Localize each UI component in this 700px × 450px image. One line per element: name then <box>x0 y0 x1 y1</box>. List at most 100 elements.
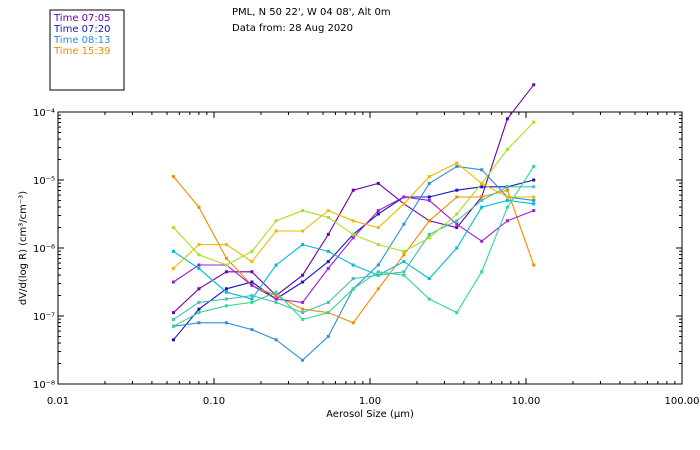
x-axis: 0.01 0.10 1.00 10.00 100.00 <box>47 112 700 407</box>
series-line <box>173 165 534 361</box>
data-point <box>505 198 509 202</box>
data-point <box>455 246 459 250</box>
data-point <box>250 294 254 298</box>
data-point <box>274 300 278 304</box>
data-point <box>250 300 254 304</box>
data-point <box>197 321 201 325</box>
data-point <box>197 311 201 315</box>
data-point <box>197 287 201 291</box>
data-point <box>532 202 536 206</box>
data-point <box>250 260 254 264</box>
x-tick-label: 10.00 <box>512 396 541 407</box>
data-point <box>427 297 431 301</box>
data-point <box>250 297 254 301</box>
data-point <box>351 321 355 325</box>
data-point <box>532 185 536 189</box>
data-point <box>427 198 431 202</box>
data-point <box>250 283 254 287</box>
data-point <box>351 287 355 291</box>
y-axis-label: dV/d(log R) (cm³/cm⁻³) <box>18 191 29 305</box>
data-point <box>505 205 509 209</box>
data-point <box>402 260 406 264</box>
data-point <box>351 277 355 281</box>
data-point <box>197 266 201 270</box>
data-point <box>172 317 175 321</box>
data-point <box>172 226 175 230</box>
series-10 <box>172 161 536 270</box>
data-point <box>376 270 380 274</box>
series-line <box>173 199 534 300</box>
data-point <box>427 181 431 185</box>
data-point <box>532 178 536 182</box>
data-point <box>532 263 536 267</box>
data-point <box>197 307 201 311</box>
data-point <box>402 270 406 274</box>
series-2 <box>172 178 536 342</box>
data-point <box>172 249 175 253</box>
data-point <box>402 222 406 226</box>
y-tick-label: 10⁻⁴ <box>33 108 55 119</box>
data-point <box>224 304 228 308</box>
data-point <box>301 307 305 311</box>
data-point <box>376 287 380 291</box>
y-tick-label: 10⁻⁵ <box>33 176 55 187</box>
data-point <box>455 164 459 168</box>
data-point <box>351 232 355 236</box>
data-point <box>532 195 536 199</box>
data-point <box>301 209 305 213</box>
data-point <box>376 243 380 247</box>
data-point <box>326 334 330 338</box>
data-point <box>427 175 431 179</box>
data-point <box>505 188 509 192</box>
data-point <box>301 317 305 321</box>
legend-box <box>49 9 125 91</box>
data-point <box>532 83 536 87</box>
data-point <box>402 249 406 253</box>
data-point <box>480 239 484 243</box>
data-point <box>224 270 228 274</box>
data-point <box>532 209 536 213</box>
data-point <box>351 219 355 223</box>
data-point <box>172 324 175 328</box>
data-point <box>351 236 355 240</box>
series-7 <box>172 164 536 328</box>
data-point <box>197 300 201 304</box>
x-tick-label: 0.10 <box>203 396 225 407</box>
data-point <box>274 297 278 301</box>
data-point <box>326 260 330 264</box>
data-point <box>250 328 254 332</box>
data-point <box>402 253 406 257</box>
chart-subtitle: Data from: 28 Aug 2020 <box>232 23 353 34</box>
data-point <box>274 219 278 223</box>
y-tick-label: 10⁻⁷ <box>33 312 55 323</box>
data-point <box>172 175 175 179</box>
data-point <box>301 300 305 304</box>
series-3 <box>172 164 536 362</box>
data-point <box>480 198 484 202</box>
x-tick-label: 0.01 <box>47 396 69 407</box>
series-4 <box>172 175 536 325</box>
series-6 <box>172 198 536 301</box>
data-point <box>427 219 431 223</box>
legend-entry: Time 15:39 <box>53 46 110 57</box>
legend-entry: Time 08:13 <box>53 35 110 46</box>
data-point <box>326 300 330 304</box>
data-point <box>326 311 330 315</box>
data-point <box>326 232 330 236</box>
data-point <box>301 243 305 247</box>
series-group <box>172 83 536 362</box>
data-point <box>351 263 355 267</box>
data-point <box>402 273 406 277</box>
data-point <box>480 205 484 209</box>
data-point <box>224 290 228 294</box>
data-point <box>301 273 305 277</box>
data-point <box>172 338 175 342</box>
data-point <box>274 290 278 294</box>
data-point <box>376 273 380 277</box>
data-point <box>532 198 536 202</box>
x-tick-label: 100.00 <box>665 396 700 407</box>
data-point <box>505 117 509 121</box>
data-point <box>224 256 228 260</box>
